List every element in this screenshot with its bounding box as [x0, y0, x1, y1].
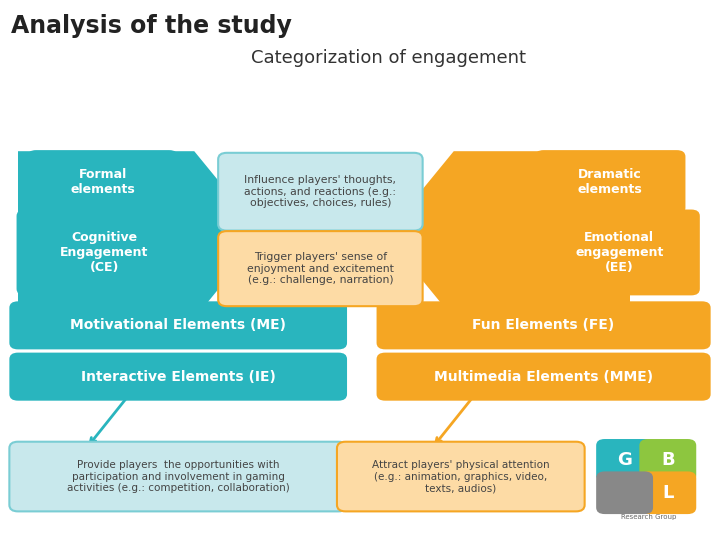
- Text: Dramatic
elements: Dramatic elements: [578, 168, 642, 196]
- FancyBboxPatch shape: [596, 439, 653, 482]
- Text: Motivational Elements (ME): Motivational Elements (ME): [70, 319, 287, 332]
- FancyBboxPatch shape: [377, 353, 711, 401]
- FancyBboxPatch shape: [337, 442, 585, 511]
- FancyBboxPatch shape: [596, 471, 653, 514]
- Text: Interactive Elements (IE): Interactive Elements (IE): [81, 370, 276, 383]
- Text: B: B: [661, 451, 675, 469]
- Text: G: G: [617, 451, 632, 469]
- Text: Categorization of engagement: Categorization of engagement: [251, 49, 526, 66]
- Text: Trigger players' sense of
enjoyment and excitement
(e.g.: challenge, narration): Trigger players' sense of enjoyment and …: [247, 252, 394, 285]
- FancyBboxPatch shape: [9, 301, 347, 349]
- FancyBboxPatch shape: [17, 210, 192, 295]
- FancyBboxPatch shape: [218, 231, 423, 306]
- Polygon shape: [18, 151, 263, 319]
- FancyBboxPatch shape: [27, 150, 178, 214]
- FancyBboxPatch shape: [9, 353, 347, 401]
- FancyBboxPatch shape: [539, 210, 700, 295]
- Text: Cognitive
Engagement
(CE): Cognitive Engagement (CE): [60, 231, 148, 274]
- Text: Fun Elements (FE): Fun Elements (FE): [472, 319, 615, 332]
- FancyBboxPatch shape: [218, 153, 423, 231]
- FancyBboxPatch shape: [9, 442, 347, 511]
- FancyBboxPatch shape: [535, 150, 685, 214]
- Polygon shape: [385, 151, 630, 319]
- Text: Multimedia Elements (MME): Multimedia Elements (MME): [434, 370, 653, 383]
- Text: Formal
elements: Formal elements: [71, 168, 135, 196]
- Text: Research Group: Research Group: [621, 514, 676, 520]
- Text: L: L: [662, 484, 673, 502]
- Text: Influence players' thoughts,
actions, and reactions (e.g.:
objectives, choices, : Influence players' thoughts, actions, an…: [244, 175, 397, 208]
- FancyBboxPatch shape: [639, 439, 696, 482]
- Text: Analysis of the study: Analysis of the study: [11, 14, 292, 37]
- Text: Provide players  the opportunities with
participation and involvement in gaming
: Provide players the opportunities with p…: [67, 460, 289, 493]
- FancyBboxPatch shape: [639, 471, 696, 514]
- FancyBboxPatch shape: [377, 301, 711, 349]
- Text: Attract players' physical attention
(e.g.: animation, graphics, video,
texts, au: Attract players' physical attention (e.g…: [372, 460, 549, 493]
- Text: Emotional
engagement
(EE): Emotional engagement (EE): [575, 231, 663, 274]
